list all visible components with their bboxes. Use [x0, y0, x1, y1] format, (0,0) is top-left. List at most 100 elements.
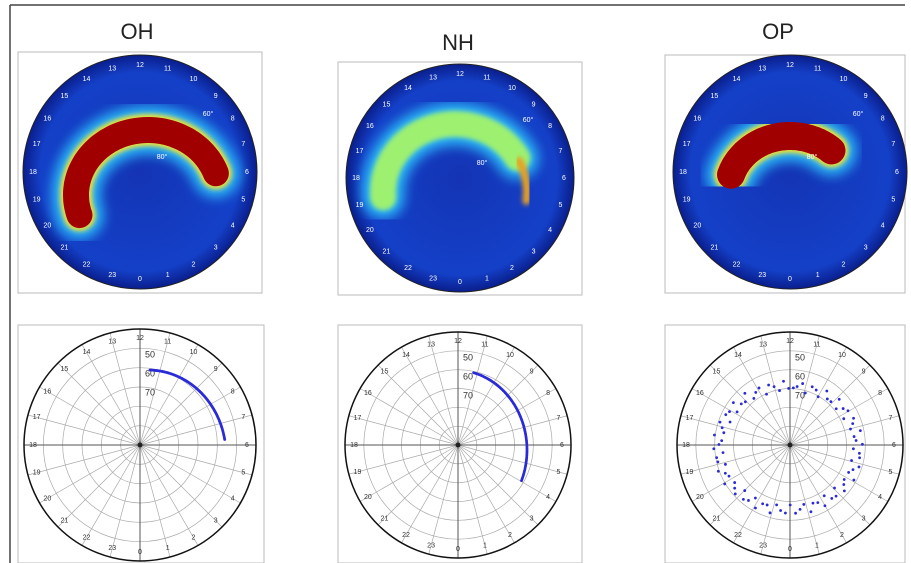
boundary-dot: [847, 471, 850, 474]
boundary-dot: [722, 431, 725, 434]
boundary-dot: [712, 447, 715, 450]
grid-spoke: [40, 445, 140, 503]
boundary-dot: [842, 483, 845, 486]
boundary-dot: [810, 510, 813, 513]
hour-label: 0: [138, 276, 142, 283]
grid-spoke: [692, 445, 790, 502]
hour-label: 14: [83, 349, 91, 356]
lat-label: 50: [795, 352, 805, 362]
boundary-dot: [852, 447, 855, 450]
hour-label: 3: [214, 245, 218, 252]
hour-label: 19: [686, 469, 694, 476]
boundary-dot: [835, 407, 838, 410]
boundary-dot: [740, 403, 743, 406]
boundary-dot: [852, 417, 855, 420]
boundary-dot: [717, 470, 720, 473]
boundary-dot: [724, 413, 727, 416]
hour-label: 3: [532, 248, 536, 255]
hour-label: 8: [881, 115, 885, 122]
hour-label: 18: [352, 175, 360, 182]
boundary-dot: [842, 407, 845, 410]
hour-label: 22: [83, 535, 91, 542]
hour-label: 14: [404, 85, 412, 92]
hour-label: 3: [862, 515, 866, 522]
hour-label: 1: [815, 542, 819, 549]
boundary-dot: [752, 397, 755, 400]
boundary-dot: [734, 493, 737, 496]
hour-label: 6: [245, 442, 249, 449]
hour-label: 8: [231, 115, 235, 122]
boundary-dot: [858, 456, 861, 459]
hour-label: 23: [108, 545, 116, 552]
boundary-dot: [787, 387, 790, 390]
lat-label: 80°: [157, 153, 168, 161]
lat-label: 80°: [807, 153, 818, 161]
lat-label: 50: [145, 349, 155, 359]
hour-label: 12: [786, 338, 794, 345]
grid-spoke: [734, 445, 791, 543]
hour-label: 12: [456, 71, 464, 78]
boundary-dot: [758, 387, 761, 390]
boundary-dot: [843, 478, 846, 481]
grid-spoke: [82, 445, 140, 545]
hour-label: 14: [733, 76, 741, 83]
lat-label: 70: [795, 390, 805, 400]
hour-label: 16: [43, 388, 51, 395]
top-panel: 0123456789101112131415161718192021222380…: [18, 52, 262, 293]
boundary-dot: [847, 409, 850, 412]
hour-label: 12: [136, 335, 144, 342]
hour-label: 21: [60, 518, 68, 525]
hour-label: 14: [402, 352, 410, 359]
boundary-dot: [736, 410, 739, 413]
hour-label: 11: [164, 65, 171, 72]
hour-label: 22: [733, 262, 741, 269]
hour-label: 2: [510, 265, 514, 272]
hour-label: 1: [816, 272, 820, 279]
hour-label: 13: [758, 65, 766, 72]
hour-label: 10: [840, 76, 848, 83]
boundary-dot: [801, 382, 804, 385]
boundary-dot: [729, 421, 732, 424]
hour-label: 16: [43, 115, 51, 122]
hour-label: 5: [241, 197, 245, 204]
boundary-dot: [826, 398, 829, 401]
hour-label: 0: [788, 546, 792, 553]
hour-label: 13: [429, 74, 437, 81]
hour-label: 4: [546, 494, 550, 501]
hour-label: 19: [33, 197, 41, 204]
top-panel: 0123456789101112131415161718192021222380…: [338, 62, 582, 295]
hour-label: 3: [864, 245, 868, 252]
hour-label: 5: [241, 470, 245, 477]
boundary-dot: [778, 389, 781, 392]
hour-label: 16: [366, 123, 374, 130]
hour-label: 20: [364, 494, 372, 501]
boundary-dot: [804, 392, 807, 395]
grid-spoke: [790, 445, 847, 543]
hour-label: 10: [190, 76, 198, 83]
hour-label: 7: [557, 415, 561, 422]
boundary-dot: [855, 439, 858, 442]
pole: [138, 443, 143, 448]
hour-label: 0: [138, 549, 142, 556]
boundary-dot: [718, 443, 721, 446]
boundary-dot: [825, 390, 828, 393]
hour-label: 11: [813, 341, 820, 348]
hour-label: 8: [878, 390, 882, 397]
boundary-dot: [744, 400, 747, 403]
grid-spoke: [402, 347, 459, 445]
boundary-dot: [747, 499, 750, 502]
boundary-dot: [728, 475, 731, 478]
grid-spoke: [82, 345, 140, 445]
hour-label: 13: [108, 338, 116, 345]
boundary-dot: [724, 472, 727, 475]
hour-label: 19: [354, 469, 362, 476]
hour-label: 17: [33, 141, 41, 148]
boundary-dot: [775, 503, 778, 506]
hour-label: 1: [483, 542, 487, 549]
hour-label: 0: [788, 276, 792, 283]
boundary-dot: [773, 385, 776, 388]
boundary-dot: [754, 507, 757, 510]
boundary-dot: [802, 503, 805, 506]
grid-spoke: [58, 363, 140, 445]
boundary-dot: [792, 386, 795, 389]
